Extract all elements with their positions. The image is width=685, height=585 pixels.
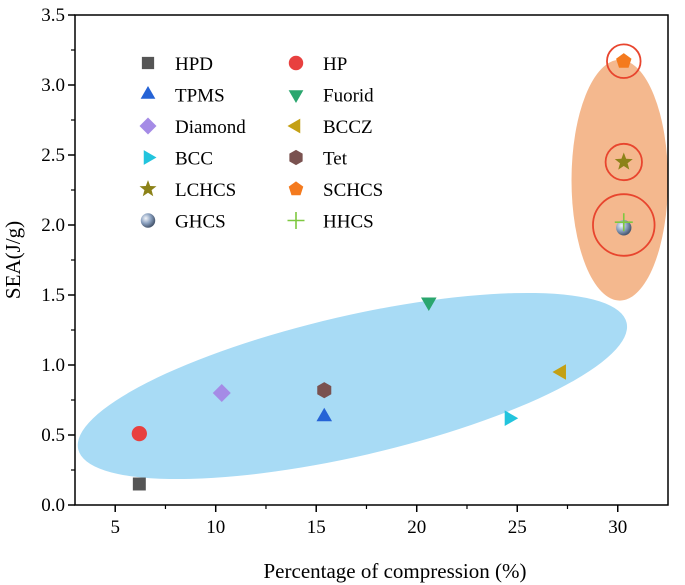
legend-label: BCC [175,149,213,170]
y-tick-label: 3.5 [41,5,65,26]
legend-marker-lchcs [139,180,157,197]
legend-label: LCHCS [175,180,236,201]
data-points [131,53,633,491]
legend-item-fuorid: Fuorid [288,86,374,107]
legend-label: Tet [323,149,348,170]
x-tick-label: 25 [508,517,527,538]
legend-item-hhcs: HHCS [287,212,374,233]
legend-marker-hp [288,55,304,71]
x-tick-label: 5 [110,517,120,538]
legend-item-bccz: BCCZ [287,117,373,138]
axis-ticks [68,14,619,512]
point-bcc [504,410,519,426]
point-diamond [212,384,231,402]
highlight-rings [592,43,656,257]
point-hpd [132,477,146,491]
legend-marker-hhcs [287,212,305,229]
legend-item-hpd: HPD [141,54,213,75]
legend-item-diamond: Diamond [139,117,246,138]
legend-label: Fuorid [323,86,374,107]
legend-marker-schcs [288,181,304,196]
legend-item-tet: Tet [289,149,348,170]
highlight-ring [604,142,643,182]
point-hhcs [614,213,633,232]
y-tick-label: 1.0 [41,355,65,376]
legend-label: Diamond [175,117,246,138]
legend-marker-fuorid [288,90,304,103]
point-lchcs [614,152,633,170]
legend-item-ghcs: GHCS [140,212,226,233]
legend-marker-tpms [140,86,156,99]
highlight-ring [592,193,656,257]
highlight-ring [606,43,642,79]
y-tick-label: 0.0 [41,495,65,516]
legend-label: SCHCS [323,180,383,201]
point-bccz [552,364,566,380]
legend-item-hp: HP [288,54,347,75]
x-tick-label: 10 [206,517,225,538]
y-tick-label: 2.0 [41,215,65,236]
tick-labels: 5 10 15 20 25 30 0.0 0.5 1.0 1.5 2.0 2.5 3.0 3.5 [41,5,627,538]
point-schcs [616,53,632,68]
y-tick-label: 2.5 [41,145,65,166]
legend-label: TPMS [175,86,225,107]
point-tet [317,382,332,399]
legend-item-tpms: TPMS [140,86,225,107]
legend-item-lchcs: LCHCS [139,180,236,201]
legend-marker-tet [289,149,303,166]
legend-label: BCCZ [323,117,373,138]
legend-label: GHCS [175,212,226,233]
y-tick-label: 1.5 [41,285,65,306]
legend-label: HHCS [323,212,374,233]
blue-region [77,292,628,480]
legend-label: HP [323,54,347,75]
legend-item-schcs: SCHCS [288,180,383,201]
point-fuorid [421,297,437,311]
legend-label: HPD [175,54,213,75]
legend-item-bcc: BCC [143,149,213,170]
legend-marker-hpd [141,56,155,70]
legend-marker-ghcs [140,213,156,228]
x-tick-label: 15 [307,517,326,538]
legend: HPD HP TPMS Fuorid Diamond BCCZ BCC Tet LCHCS SCH… [139,54,383,233]
legend-marker-bcc [143,150,157,165]
x-tick-label: 30 [608,517,627,538]
y-tick-label: 3.0 [41,75,65,96]
x-tick-label: 20 [407,517,426,538]
legend-marker-bccz [287,118,301,134]
point-tpms [316,407,333,422]
point-hp [131,425,147,442]
y-tick-label: 0.5 [41,425,65,446]
x-axis-label: Percentage of compression (%) [264,559,527,583]
y-axis-label: SEA(J/g) [1,221,25,299]
legend-marker-diamond [139,117,157,135]
